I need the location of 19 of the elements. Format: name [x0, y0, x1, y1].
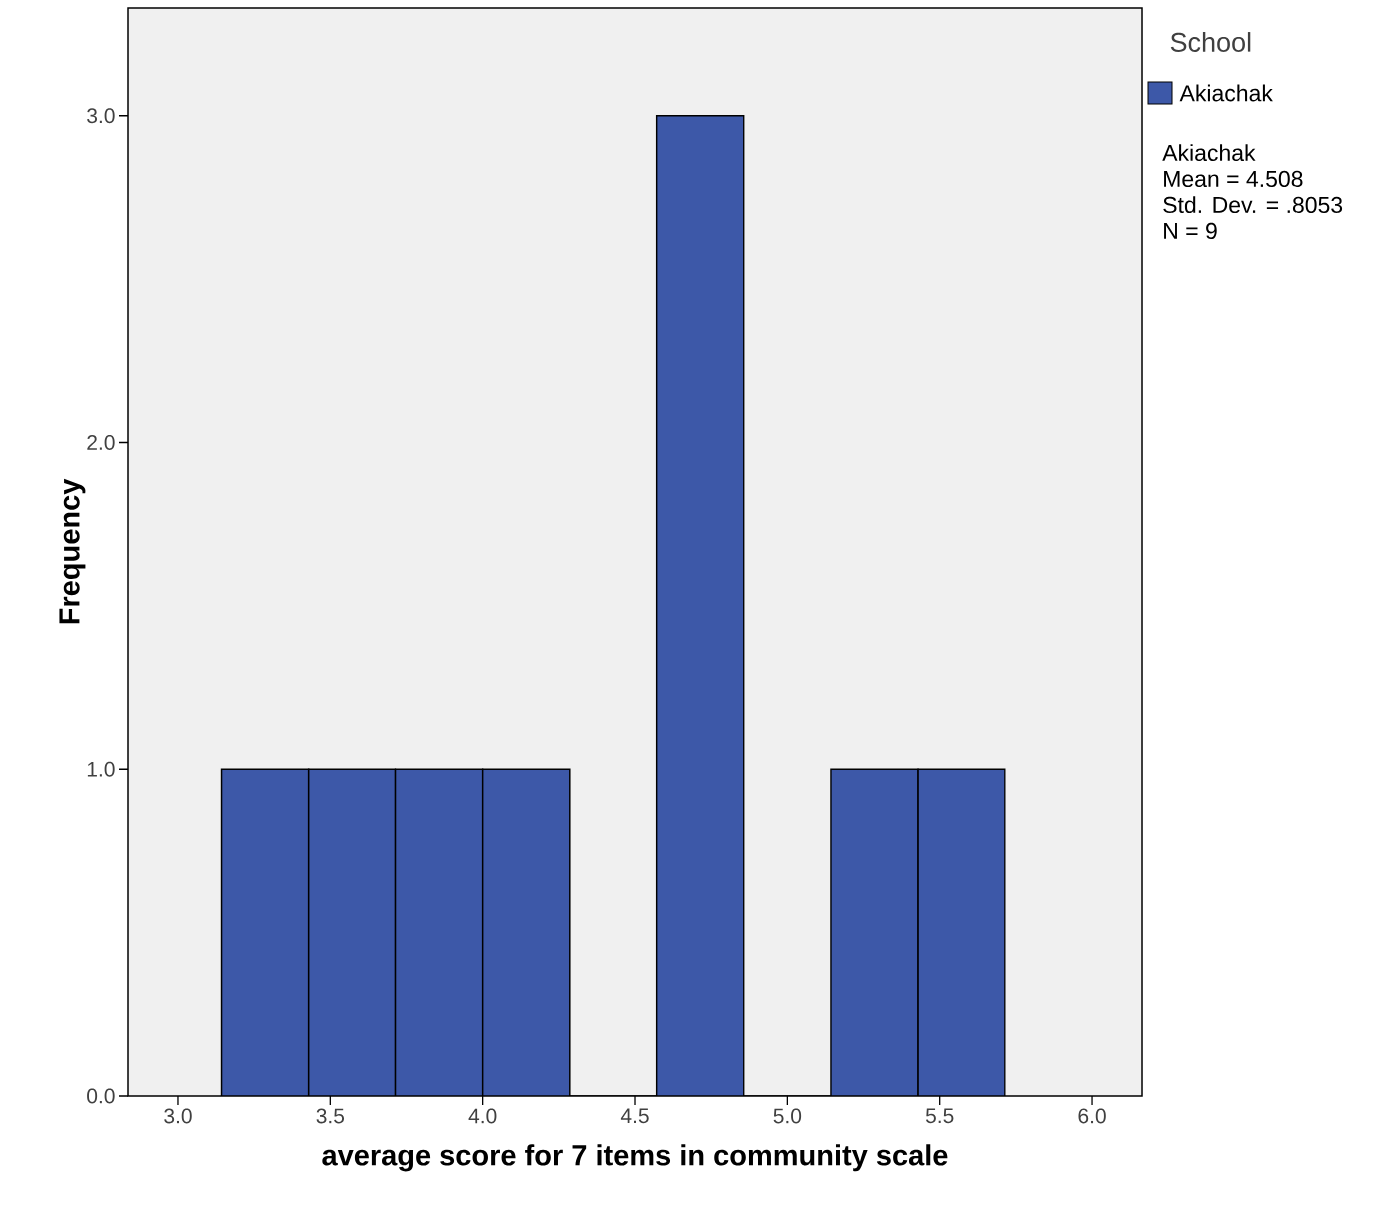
y-tick-label: 0.0	[87, 1088, 115, 1104]
x-tick-label: 3.0	[164, 1108, 192, 1124]
x-tick-label: 6.0	[1078, 1108, 1106, 1124]
text: Mean = 4.508	[1164, 170, 1303, 188]
y-tick-label: 3.0	[87, 108, 115, 124]
y-tick-label: 2.0	[87, 435, 115, 450]
x-tick-label: 3.5	[316, 1108, 345, 1124]
x-tick-label: 5.0	[773, 1108, 802, 1124]
text: Akiachak	[1162, 144, 1256, 162]
legend-label: Akiachak	[1179, 84, 1273, 102]
text: N = 9	[1164, 222, 1217, 240]
x-tick-label: 4.5	[620, 1108, 649, 1124]
legend-title: School	[1170, 32, 1251, 52]
text: Std. Dev. = .8053	[1163, 196, 1343, 214]
x-tick-label: 5.5	[925, 1108, 954, 1124]
x-tick-label: 4.0	[468, 1108, 497, 1124]
x-axis-title: average score for 7 items in community scale	[322, 1144, 948, 1172]
y-axis-title: Frequency	[59, 478, 86, 624]
y-tick-label: 1.0	[87, 761, 115, 777]
